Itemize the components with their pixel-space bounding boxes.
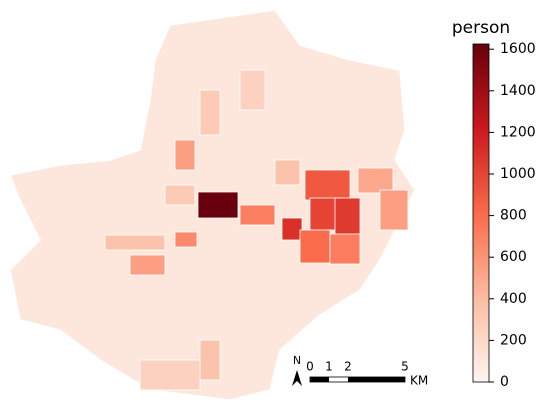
- region: [329, 233, 361, 265]
- north-arrow-shape: [292, 370, 302, 386]
- colorbar-tick-label: 1200: [500, 124, 536, 140]
- colorbar-tick-label: 600: [500, 249, 527, 265]
- colorbar-tick-label: 800: [500, 208, 527, 224]
- region: [139, 359, 201, 391]
- region: [129, 254, 166, 276]
- region: [357, 167, 394, 194]
- colorbar-label: person: [452, 18, 510, 38]
- region: [199, 339, 221, 381]
- region: [274, 159, 301, 186]
- region: [239, 204, 276, 226]
- north-arrow: N: [292, 354, 302, 386]
- region: [174, 231, 198, 248]
- colorbar-tick-label: 400: [500, 291, 527, 307]
- region: [379, 189, 409, 231]
- region: [199, 89, 221, 136]
- scale-bar-label: 2: [344, 360, 352, 374]
- colorbar: [472, 43, 490, 383]
- region: [197, 191, 239, 219]
- scale-bar-label: 5: [401, 360, 409, 374]
- region: [239, 69, 266, 111]
- region: [334, 197, 361, 239]
- scale-bar-label: 1: [325, 360, 333, 374]
- scale-bar-segment: [310, 377, 329, 382]
- colorbar-tick-label: 1600: [500, 41, 536, 57]
- region: [304, 169, 351, 201]
- region: [174, 139, 196, 171]
- region: [281, 217, 303, 241]
- scale-bar-label: 0: [306, 360, 314, 374]
- colorbar-tick-label: 1400: [500, 83, 536, 99]
- scale-bar-segment: [348, 377, 405, 382]
- region: [164, 184, 196, 206]
- scale-bar-unit: KM: [410, 374, 428, 388]
- colorbar-tick-label: 0: [500, 374, 509, 390]
- colorbar-tick-label: 1000: [500, 166, 536, 182]
- colorbar-tick-label: 200: [500, 332, 527, 348]
- north-label: N: [293, 354, 301, 367]
- region: [299, 229, 331, 264]
- region: [104, 234, 166, 251]
